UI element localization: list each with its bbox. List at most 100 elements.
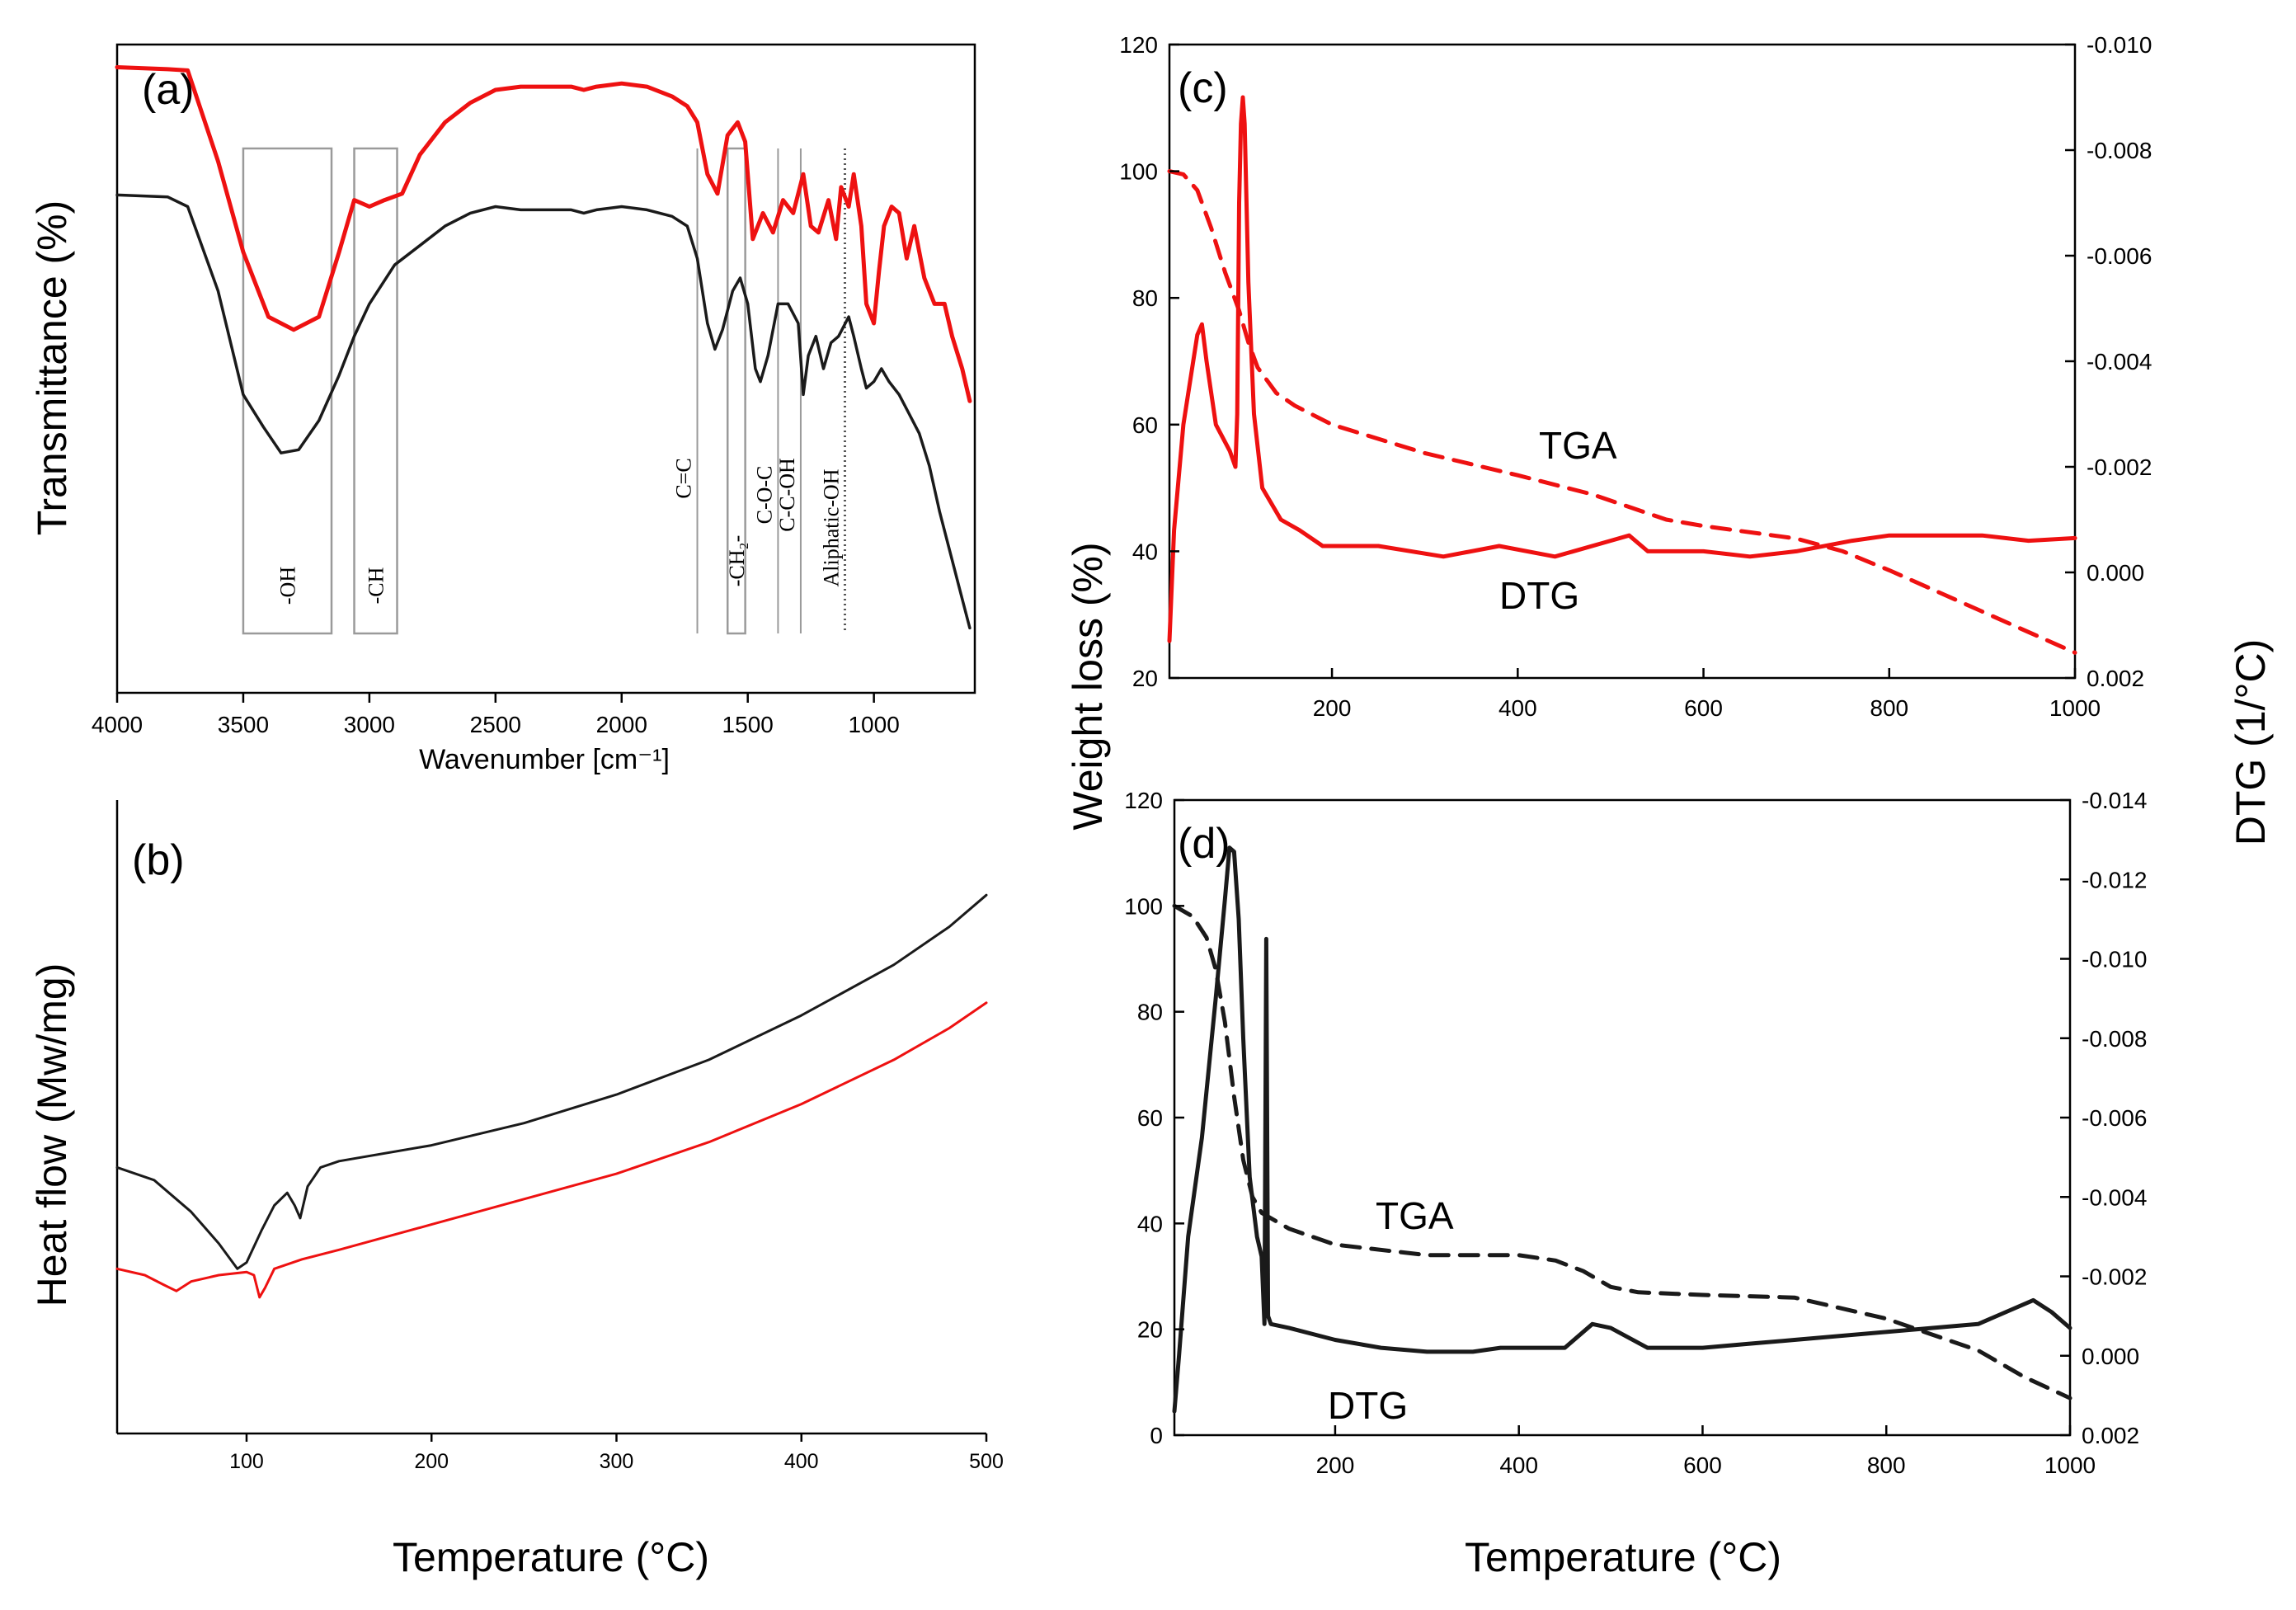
x-tick-label-a: 2500 — [470, 712, 521, 737]
y-right-tick-label-d: -0.004 — [2082, 1184, 2147, 1210]
y-right-tick-label-d: -0.002 — [2082, 1264, 2147, 1290]
y-right-tick-label-c: -0.002 — [2087, 454, 2152, 480]
series-group-c — [1167, 95, 2077, 655]
band-label: C-C-OH — [775, 458, 799, 532]
y-left-tick-label-d: 80 — [1137, 1000, 1163, 1025]
y-right-tick-label-d: -0.010 — [2082, 947, 2147, 972]
band-label: -OH — [275, 567, 299, 605]
band-label: C=C — [672, 458, 696, 498]
y-left-tick-label-d: 40 — [1137, 1211, 1163, 1236]
annotation-dtg-d: DTG — [1328, 1384, 1408, 1427]
panel-d: 200 400 600 800 1000 0 20 40 60 80 100 120 0.002 0.00… — [1124, 788, 2147, 1580]
series-line-a-black — [115, 193, 972, 630]
y-left-tick-label-d: 60 — [1137, 1105, 1163, 1131]
x-tick-label-d: 800 — [1867, 1452, 1906, 1478]
x-tick-label-a: 2000 — [596, 712, 647, 737]
x-tick-label-d: 600 — [1683, 1452, 1722, 1478]
x-tick-label-c: 600 — [1684, 695, 1723, 721]
x-tick-label-c: 400 — [1499, 695, 1537, 721]
y-right-tick-label-c: 0.002 — [2087, 666, 2144, 691]
panel-a: -OH -CH C=C -CH₂-C-O-CC-C-OH Aliphatic-OH 40… — [29, 43, 976, 775]
series-line-a-red — [115, 65, 972, 403]
x-tick-label-a: 3000 — [344, 712, 395, 737]
x-tick-label-b: 500 — [969, 1450, 1004, 1473]
series-line-d-dtg — [1172, 845, 2073, 1414]
series-line-d-tga — [1172, 903, 2073, 1401]
y-left-tick-label-c: 40 — [1132, 539, 1158, 564]
x-tick-label-c: 1000 — [2049, 695, 2101, 721]
x-axis-b: 100 200 300 400 500 — [229, 1433, 1004, 1473]
y-axis-title-b: Heat flow (Mw/mg) — [29, 963, 75, 1307]
panel-b: 100 200 300 400 500 (b) Temperature (°C) Hea… — [29, 800, 1004, 1580]
series-line-c-dtg — [1167, 95, 2077, 643]
annotation-tga-c: TGA — [1539, 424, 1617, 467]
x-axis-title-b: Temperature (°C) — [393, 1534, 709, 1580]
y-left-tick-label-d: 120 — [1124, 788, 1163, 813]
band-box — [242, 147, 333, 635]
panel-c: 200 400 600 800 1000 20 40 60 80 100 120 0.002 0.000… — [1119, 32, 2152, 721]
y-left-tick-label-c: 20 — [1132, 666, 1158, 691]
x-axis-title-a: Wavenumber [cm⁻¹] — [419, 744, 670, 775]
y-right-tick-label-d: -0.014 — [2082, 788, 2147, 813]
panel-label-c: (c) — [1178, 64, 1228, 112]
band-label: C-O-C — [752, 466, 776, 525]
x-tick-label-b: 100 — [229, 1450, 264, 1473]
series-group-b — [115, 893, 988, 1299]
series-line-b-black — [115, 893, 988, 1270]
axes-d: 200 400 600 800 1000 0 20 40 60 80 100 120 0.002 0.00… — [1124, 788, 2147, 1478]
band-box — [726, 147, 746, 635]
panel-label-d: (d) — [1178, 820, 1230, 868]
x-tick-label-c: 200 — [1313, 695, 1352, 721]
plot-frame-d — [1173, 798, 2072, 1437]
y-right-tick-label-c: -0.006 — [2087, 243, 2152, 269]
series-line-b-red — [115, 1001, 988, 1299]
y-axis-title-dtg: DTG (1/°C) — [2228, 639, 2274, 846]
y-left-tick-label-d: 0 — [1150, 1423, 1163, 1448]
annotation-tga-d: TGA — [1376, 1194, 1454, 1237]
x-tick-label-d: 400 — [1499, 1452, 1538, 1478]
y-left-tick-label-c: 100 — [1119, 159, 1158, 185]
series-line-c-tga — [1167, 169, 2077, 655]
y-left-tick-label-d: 100 — [1124, 893, 1163, 919]
x-tick-label-a: 3500 — [218, 712, 269, 737]
y-right-tick-label-c: -0.010 — [2087, 32, 2152, 58]
panel-label-b: (b) — [132, 836, 185, 884]
y-right-tick-label-d: -0.006 — [2082, 1105, 2147, 1131]
x-tick-label-d: 1000 — [2044, 1452, 2096, 1478]
x-tick-label-d: 200 — [1316, 1452, 1355, 1478]
x-tick-label-a: 1000 — [848, 712, 899, 737]
band-box — [353, 147, 398, 635]
plot-frame-a — [115, 43, 976, 694]
panel-label-a: (a) — [142, 66, 195, 114]
series-group-d — [1172, 845, 2073, 1414]
y-right-tick-label-d: -0.012 — [2082, 867, 2147, 892]
y-axis-title-a: Transmittance (%) — [29, 200, 75, 536]
band-label: -CH₂- — [725, 535, 749, 587]
x-tick-label-a: 1500 — [722, 712, 774, 737]
x-tick-label-b: 300 — [600, 1450, 634, 1473]
band-markers-a: -OH -CH C=C -CH₂-C-O-CC-C-OH Aliphatic-OH — [242, 147, 846, 635]
x-tick-label-c: 800 — [1870, 695, 1908, 721]
x-tick-label-b: 200 — [414, 1450, 449, 1473]
y-right-tick-label-d: -0.008 — [2082, 1026, 2147, 1052]
y-axis-title-weight-loss: Weight loss (%) — [1065, 542, 1111, 830]
y-right-tick-label-d: 0.000 — [2082, 1344, 2139, 1369]
plot-frame-c — [1168, 43, 2077, 680]
series-group-a — [115, 65, 972, 630]
y-left-tick-label-c: 120 — [1119, 32, 1158, 58]
band-label: Aliphatic-OH — [819, 468, 843, 586]
x-axis-title-d: Temperature (°C) — [1465, 1534, 1781, 1580]
band-label: -CH — [365, 567, 388, 604]
x-tick-label-b: 400 — [784, 1450, 819, 1473]
x-axis-a: 4000 3500 3000 2500 2000 1500 1000 — [92, 693, 900, 737]
y-right-tick-label-c: 0.000 — [2087, 560, 2144, 586]
x-tick-label-a: 4000 — [92, 712, 143, 737]
y-left-tick-label-c: 60 — [1132, 412, 1158, 438]
y-right-tick-label-c: -0.004 — [2087, 349, 2152, 374]
y-right-tick-label-d: 0.002 — [2082, 1423, 2139, 1448]
annotation-dtg-c: DTG — [1499, 574, 1579, 617]
y-right-tick-label-c: -0.008 — [2087, 138, 2152, 163]
axes-c: 200 400 600 800 1000 20 40 60 80 100 120 0.002 0.000… — [1119, 32, 2152, 721]
y-left-tick-label-c: 80 — [1132, 285, 1158, 311]
